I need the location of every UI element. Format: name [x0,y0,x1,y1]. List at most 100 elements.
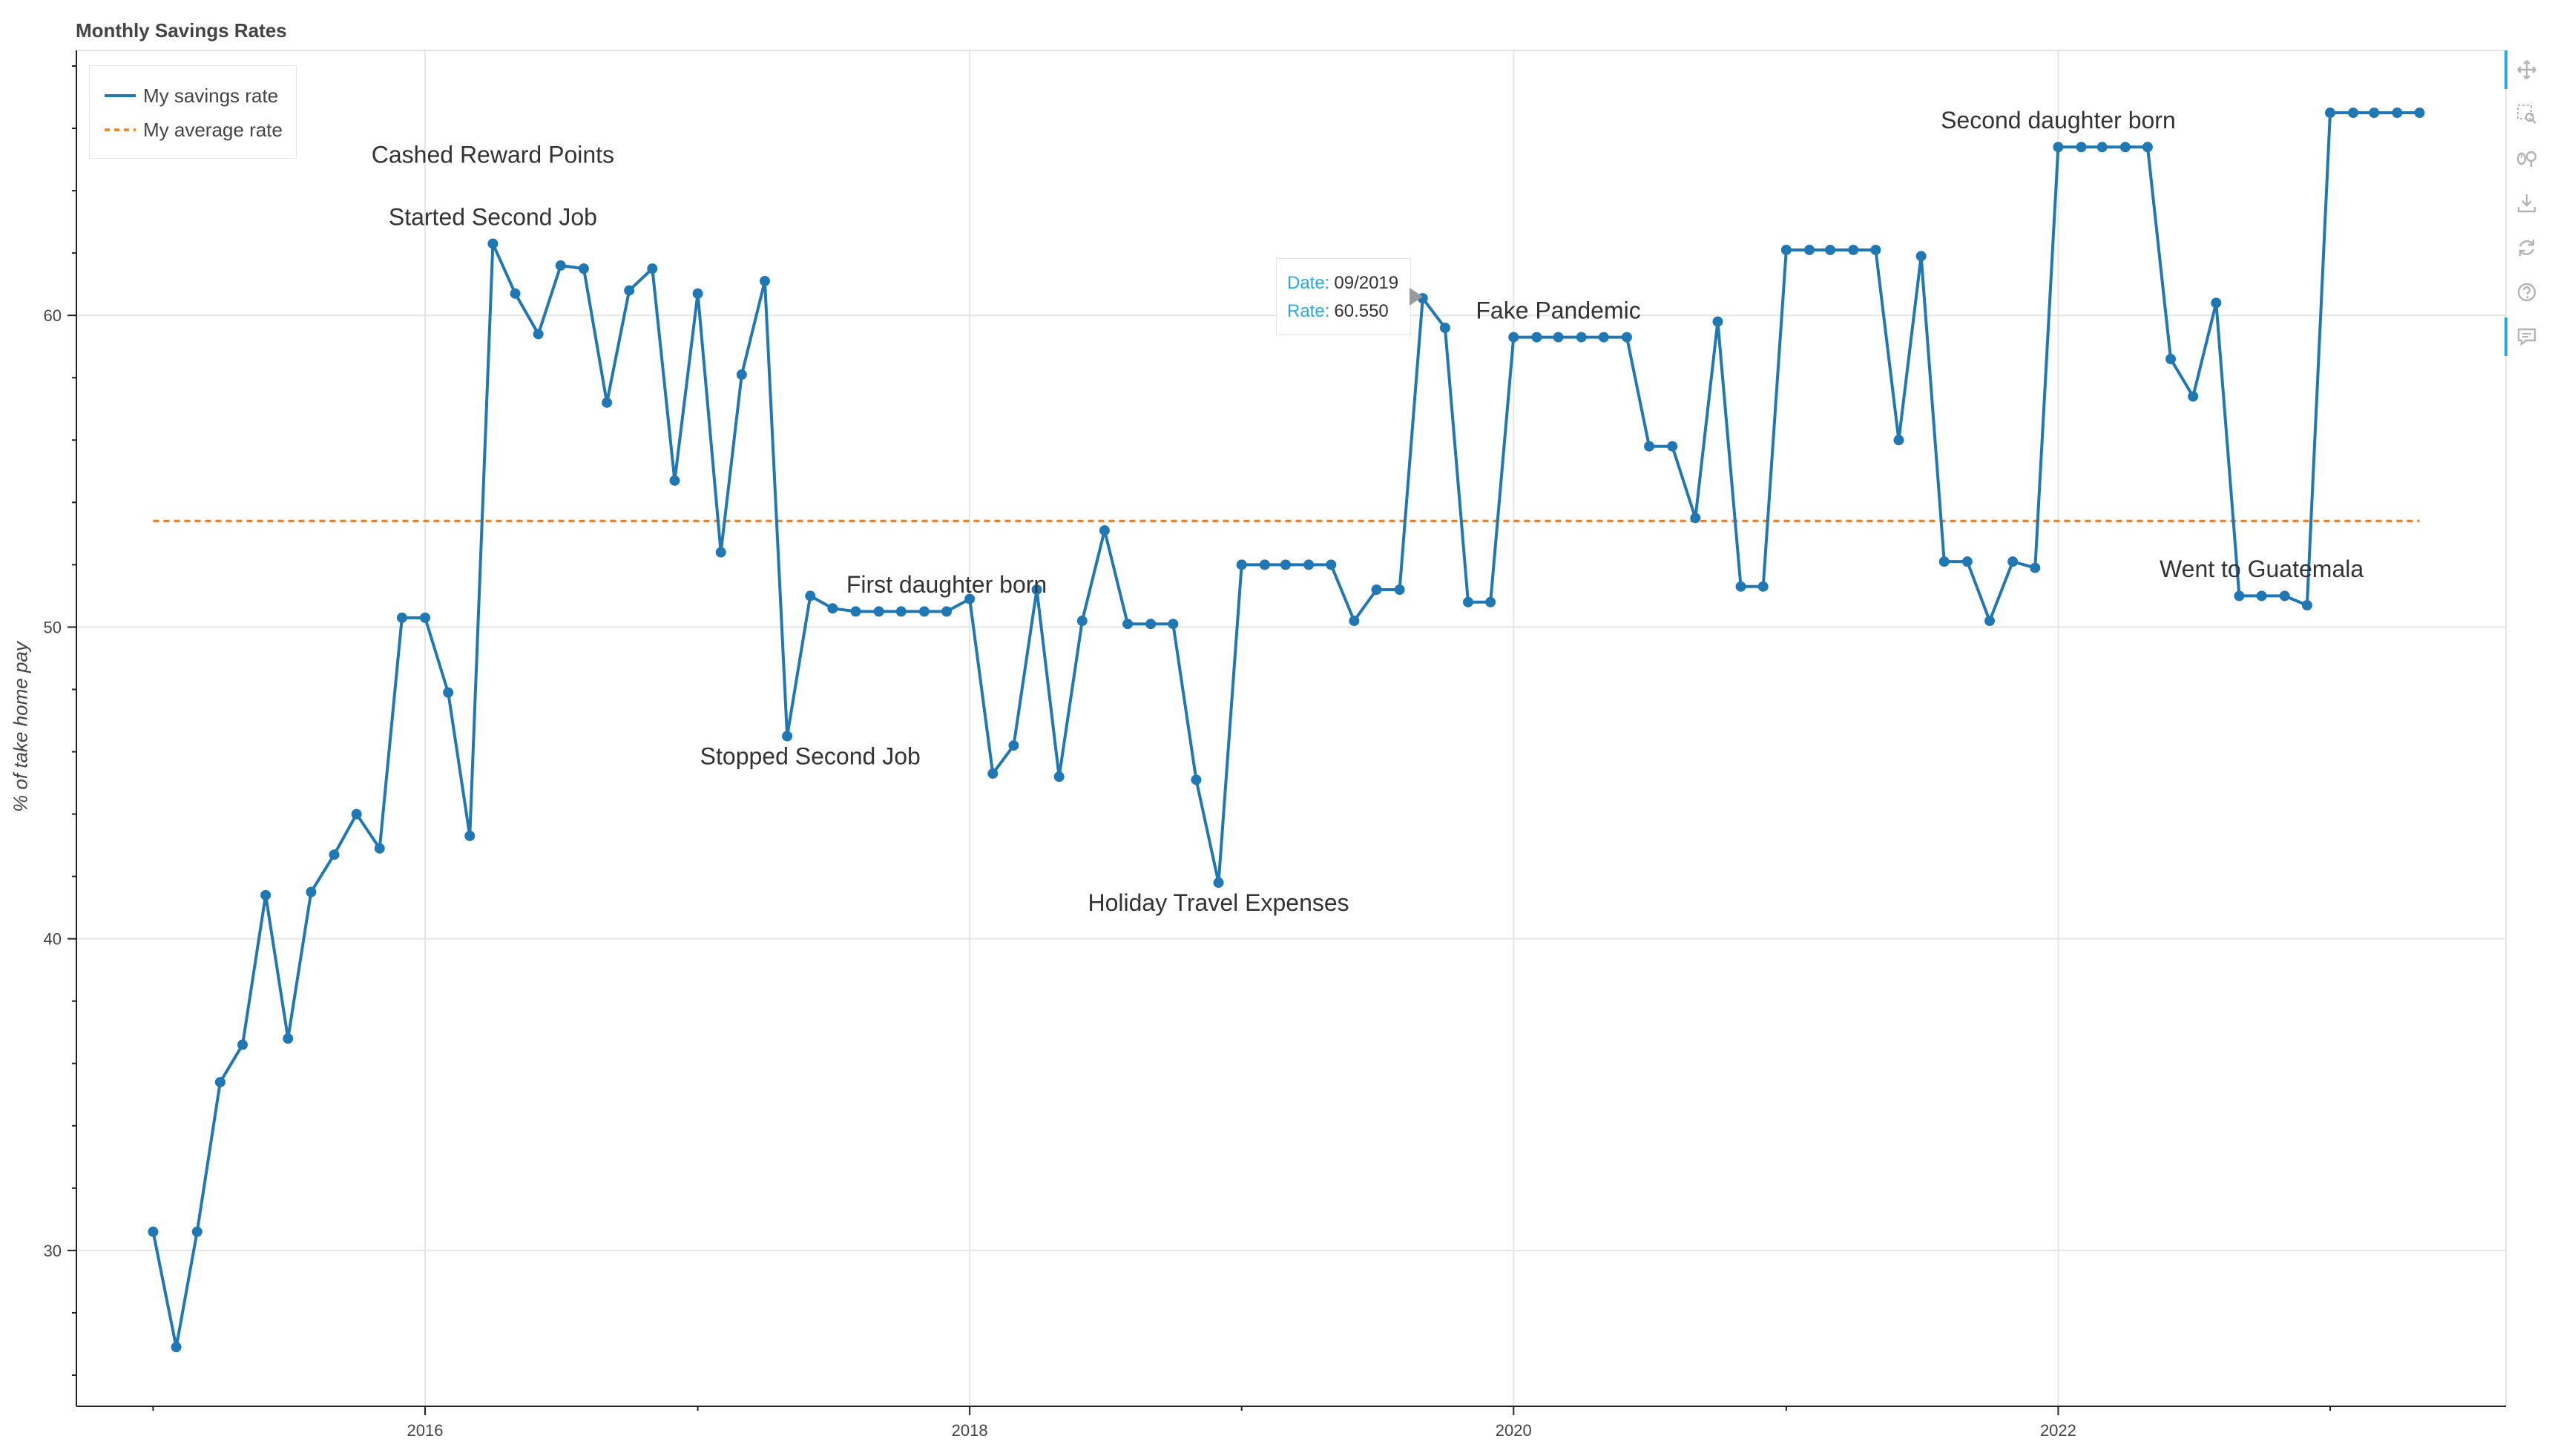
savings-rate-point[interactable] [1757,581,1769,592]
savings-rate-point[interactable] [805,590,816,602]
savings-rate-point[interactable] [1031,584,1042,595]
savings-rate-point[interactable] [941,606,953,617]
savings-rate-point[interactable] [2030,562,2041,573]
savings-rate-point[interactable] [443,687,454,698]
savings-rate-point[interactable] [1485,596,1496,607]
savings-rate-point[interactable] [2392,108,2403,119]
savings-rate-point[interactable] [1621,332,1632,343]
savings-rate-point[interactable] [1008,740,1019,751]
savings-rate-point[interactable] [1531,332,1542,343]
savings-rate-point[interactable] [1848,244,1859,255]
box-zoom-tool-button[interactable] [2504,92,2549,136]
hover-tool-button[interactable] [2504,314,2549,359]
savings-rate-point[interactable] [1825,244,1836,255]
savings-rate-point[interactable] [2211,297,2222,309]
savings-rate-point[interactable] [510,288,521,299]
savings-rate-point[interactable] [2096,142,2108,153]
savings-rate-point[interactable] [191,1226,203,1237]
savings-rate-point[interactable] [1259,559,1270,570]
help-tool-button[interactable] [2504,270,2549,314]
pan-tool-button[interactable] [2504,47,2549,92]
reset-tool-button[interactable] [2504,225,2549,270]
savings-rate-point[interactable] [782,731,793,742]
savings-rate-point[interactable] [1690,513,1701,524]
savings-rate-point[interactable] [396,612,407,623]
savings-rate-point[interactable] [624,285,635,296]
savings-rate-point[interactable] [1870,244,1881,255]
savings-rate-point[interactable] [487,238,499,249]
savings-rate-point[interactable] [1076,616,1088,627]
savings-rate-point[interactable] [1213,877,1224,889]
savings-rate-point[interactable] [1576,332,1587,343]
savings-rate-point[interactable] [260,889,272,900]
savings-rate-point[interactable] [1553,332,1564,343]
savings-rate-point[interactable] [306,886,317,897]
savings-rate-point[interactable] [1326,559,1337,570]
savings-rate-point[interactable] [827,603,838,614]
savings-rate-point[interactable] [1394,584,1405,595]
savings-rate-point[interactable] [2076,142,2087,153]
savings-rate-point[interactable] [1984,616,1996,627]
savings-rate-point[interactable] [2369,108,2380,119]
savings-rate-point[interactable] [2279,590,2290,602]
savings-rate-point[interactable] [1053,771,1065,783]
savings-rate-point[interactable] [1191,774,1202,785]
savings-rate-point[interactable] [2119,142,2131,153]
savings-rate-point[interactable] [464,830,476,841]
savings-rate-point[interactable] [1644,441,1655,452]
savings-rate-point[interactable] [329,849,340,860]
savings-rate-point[interactable] [2324,108,2335,119]
savings-rate-point[interactable] [1961,556,1973,567]
savings-rate-point[interactable] [1439,323,1450,334]
savings-rate-point[interactable] [1463,596,1474,607]
savings-rate-point[interactable] [2414,108,2425,119]
savings-rate-point[interactable] [2234,590,2245,602]
savings-rate-point[interactable] [918,606,930,617]
savings-rate-point[interactable] [964,593,976,605]
savings-rate-point[interactable] [1893,435,1904,446]
savings-rate-point[interactable] [1508,332,1519,343]
savings-rate-point[interactable] [1780,244,1792,255]
savings-rate-point[interactable] [1099,525,1110,536]
savings-rate-point[interactable] [1349,616,1360,627]
savings-rate-point[interactable] [1803,244,1815,255]
savings-rate-point[interactable] [1145,619,1157,630]
savings-rate-point[interactable] [2301,600,2312,611]
wheel-zoom-tool-button[interactable] [2504,136,2549,181]
savings-rate-point[interactable] [1735,581,1746,592]
savings-rate-point[interactable] [555,260,566,271]
savings-rate-point[interactable] [647,263,658,274]
savings-rate-point[interactable] [1236,559,1247,570]
savings-rate-point[interactable] [420,612,431,623]
savings-rate-point[interactable] [171,1342,182,1353]
savings-rate-point[interactable] [987,768,999,779]
savings-rate-point[interactable] [692,288,703,299]
savings-rate-point[interactable] [351,808,362,820]
savings-rate-point[interactable] [374,843,385,854]
savings-rate-point[interactable] [1915,251,1927,262]
savings-rate-point[interactable] [2007,556,2019,567]
savings-rate-point[interactable] [2188,391,2199,402]
savings-rate-point[interactable] [715,547,726,558]
savings-rate-point[interactable] [759,275,770,286]
savings-rate-point[interactable] [1371,584,1382,595]
savings-rate-point[interactable] [1938,556,1950,567]
savings-rate-point[interactable] [850,606,861,617]
savings-rate-point[interactable] [1667,441,1678,452]
savings-rate-point[interactable] [1122,619,1134,630]
savings-rate-point[interactable] [873,606,884,617]
save-tool-button[interactable] [2504,181,2549,225]
savings-rate-point[interactable] [1303,559,1315,570]
savings-rate-point[interactable] [2053,142,2064,153]
savings-rate-point[interactable] [578,263,589,274]
savings-rate-point[interactable] [1598,332,1609,343]
savings-rate-point[interactable] [533,329,544,340]
savings-rate-point[interactable] [1168,619,1179,630]
savings-rate-point[interactable] [214,1076,226,1087]
savings-rate-point[interactable] [283,1033,294,1044]
savings-rate-point[interactable] [2165,354,2177,365]
savings-rate-point[interactable] [237,1039,248,1050]
savings-rate-point[interactable] [1712,316,1723,327]
savings-rate-point[interactable] [2348,108,2359,119]
